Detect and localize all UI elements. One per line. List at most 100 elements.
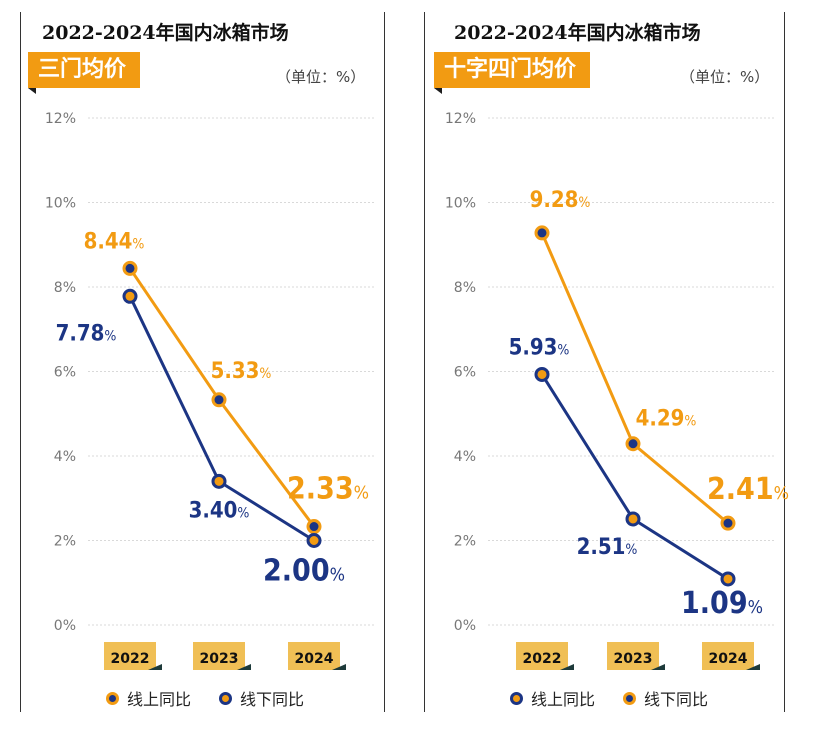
data-label-value: 2.51 — [577, 535, 626, 560]
y-tick-label: 0% — [54, 618, 76, 634]
data-label-unit: % — [684, 414, 696, 430]
data-label: 2.51% — [577, 535, 638, 560]
legend-item: 线下同比 — [623, 686, 708, 710]
series-line — [540, 232, 729, 525]
data-label: 2.00% — [263, 554, 345, 589]
data-label-unit: % — [104, 328, 116, 344]
legend-label: 线下同比 — [644, 690, 709, 709]
data-label-value: 5.93 — [509, 335, 558, 360]
data-label-unit: % — [774, 483, 789, 504]
y-tick-label: 6% — [454, 365, 476, 381]
panel-border-left — [424, 12, 425, 712]
chart-title: 2022-2024年国内冰箱市场 — [454, 22, 701, 44]
data-label-value: 9.28 — [530, 188, 579, 213]
data-label: 1.09% — [681, 586, 763, 621]
legend-marker — [106, 691, 119, 705]
y-tick-label: 8% — [454, 280, 476, 296]
data-label: 3.40% — [189, 498, 250, 523]
legend-item: 线下同比 — [219, 686, 304, 710]
legend-marker — [623, 691, 637, 705]
data-point — [211, 473, 227, 489]
panel-border-left — [20, 12, 21, 712]
x-tick-label: 2022 — [523, 651, 562, 667]
data-point — [720, 515, 736, 531]
data-point — [534, 366, 550, 382]
data-point — [211, 392, 227, 408]
line-chart-svg: 0%2%4%6%8%10%12%2022 2023 20248.44%5.33%2.… — [45, 111, 376, 670]
data-label-value: 2.00 — [263, 554, 330, 589]
legend-marker — [219, 691, 233, 705]
x-tick-label: 2023 — [200, 651, 239, 667]
legend-label: 线下同比 — [240, 690, 305, 709]
data-label: 2.41% — [707, 472, 789, 507]
legend-item: 线上同比 — [510, 686, 595, 710]
data-label: 8.44% — [84, 229, 145, 254]
chart-subtitle: 十字四门均价 — [434, 52, 591, 88]
x-tick-corner — [332, 664, 346, 670]
line-chart-svg: 0%2%4%6%8%10%12%2022 2023 20249.28%4.29%2.… — [445, 111, 789, 670]
data-label-unit: % — [748, 597, 763, 618]
data-label-value: 4.29 — [636, 407, 685, 432]
unit-label: （单位：%） — [276, 68, 366, 86]
data-label: 2.33% — [287, 472, 369, 507]
data-label-unit: % — [259, 366, 271, 382]
data-label-value: 2.33 — [287, 472, 354, 507]
x-tick-label: 2024 — [709, 651, 748, 667]
y-tick-label: 4% — [54, 449, 76, 465]
data-label-value: 7.78 — [56, 321, 105, 346]
data-point — [625, 436, 641, 452]
data-point — [306, 519, 322, 535]
chart-title: 2022-2024年国内冰箱市场 — [42, 22, 289, 44]
y-tick-label: 8% — [54, 280, 76, 296]
legend-marker — [510, 691, 523, 705]
x-tick-box — [516, 642, 568, 670]
chart-panel-left: 2022-2024年国内冰箱市场 三门均价 （单位：%） 0% 2% 4% 6% 8% 1… — [18, 0, 408, 737]
data-label: 4.29% — [636, 407, 697, 432]
panel-border-right — [784, 12, 785, 712]
chart-legend: 线上同比 线下同比 — [106, 686, 332, 710]
x-tick-corner — [651, 664, 665, 670]
data-label-unit: % — [557, 342, 569, 358]
data-label: 5.33% — [211, 359, 272, 384]
data-label: 9.28% — [530, 188, 591, 213]
chart-legend: 线上同比 线下同比 — [510, 686, 736, 710]
y-tick-label: 6% — [54, 365, 76, 381]
data-point — [534, 225, 550, 241]
x-tick-box — [702, 642, 754, 670]
data-label-unit: % — [625, 542, 637, 558]
x-tick-box — [193, 642, 245, 670]
data-point — [122, 288, 138, 304]
data-point — [720, 571, 736, 587]
x-tick-box — [288, 642, 340, 670]
data-label-value: 2.41 — [707, 472, 774, 507]
data-label: 7.78% — [56, 321, 117, 346]
y-tick-label: 10% — [45, 196, 76, 212]
x-tick-label: 2024 — [295, 651, 334, 667]
chart-panel-right: 2022-2024年国内冰箱市场 十字四门均价 （单位：%） 0% 2% 4% 6% 8… — [418, 0, 808, 737]
x-tick-corner — [148, 664, 162, 670]
data-label-value: 5.33 — [211, 359, 260, 384]
data-label-unit: % — [578, 195, 590, 211]
y-tick-label: 4% — [454, 449, 476, 465]
data-label-value: 8.44 — [84, 229, 133, 254]
data-point — [625, 511, 641, 527]
x-tick-label: 2023 — [614, 651, 653, 667]
unit-label: （单位：%） — [680, 68, 770, 86]
data-label-unit: % — [132, 236, 144, 252]
data-label-value: 1.09 — [681, 586, 748, 621]
data-label-unit: % — [354, 483, 369, 504]
x-tick-corner — [237, 664, 251, 670]
x-tick-corner — [560, 664, 574, 670]
x-tick-box — [104, 642, 156, 670]
y-tick-label: 12% — [445, 111, 476, 127]
data-point — [306, 533, 322, 548]
x-tick-box — [607, 642, 659, 670]
data-label-unit: % — [330, 565, 345, 586]
legend-label: 线上同比 — [127, 690, 192, 709]
y-tick-label: 2% — [54, 534, 76, 550]
y-tick-label: 10% — [445, 196, 476, 212]
panel-border-right — [384, 12, 385, 712]
chart-subtitle: 三门均价 — [28, 52, 141, 88]
subtitle-corner — [28, 88, 36, 94]
legend-item: 线上同比 — [106, 686, 191, 710]
